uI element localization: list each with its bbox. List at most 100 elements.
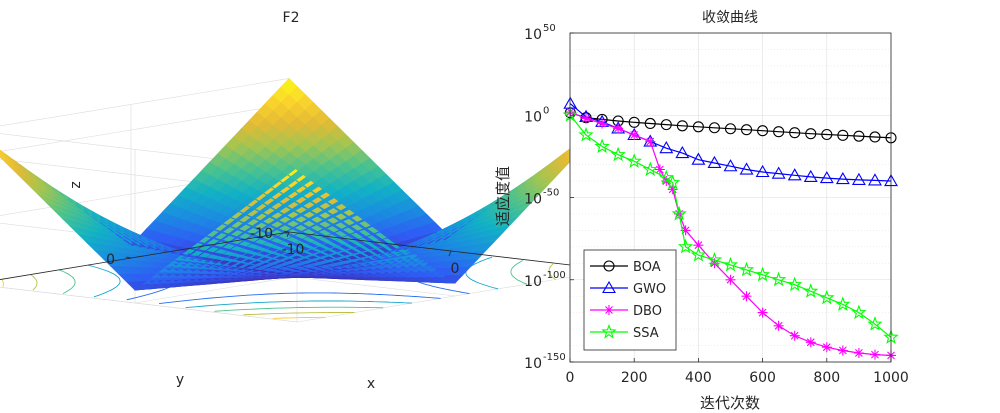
data-point (707, 155, 722, 169)
data-point (603, 260, 615, 272)
y-tick-exponent: 0 (543, 105, 549, 116)
data-point (819, 170, 834, 184)
y-tick-label: 10 (524, 27, 542, 43)
convergence-xlabel: 迭代次数 (700, 394, 760, 412)
data-point (601, 323, 617, 339)
series-lines (562, 96, 899, 361)
y-tick-label: -10 (250, 226, 273, 242)
contour-line (30, 274, 38, 291)
contour-line (243, 312, 355, 316)
legend-item-boa: BOA (590, 260, 661, 275)
data-point (613, 123, 624, 134)
data-point (739, 162, 754, 175)
data-point (773, 126, 785, 138)
data-point (680, 225, 691, 236)
data-point (626, 153, 642, 168)
data-point (664, 174, 681, 190)
surface-ylabel: y (176, 372, 184, 388)
legend-item-dbo: DBO (590, 304, 662, 319)
data-point (851, 304, 867, 320)
data-point (581, 113, 591, 124)
data-point (690, 247, 707, 262)
legend-item-gwo: GWO (590, 280, 666, 297)
contour-line (1, 279, 4, 287)
y-tick-exponent: -50 (543, 188, 559, 199)
data-point (770, 271, 787, 287)
data-point (771, 166, 786, 179)
data-point (692, 121, 704, 133)
contour-line (510, 260, 527, 285)
data-point (869, 131, 881, 143)
data-point (654, 164, 665, 175)
data-point (867, 316, 883, 331)
contour-line (185, 300, 412, 309)
x-tick-mark (286, 231, 290, 238)
box-gridline (0, 78, 290, 127)
data-point (604, 305, 614, 315)
contour-line (59, 269, 76, 294)
surface-mesh (0, 77, 614, 291)
y-tick-label: 10 (524, 192, 542, 208)
data-point (693, 240, 704, 251)
grid-lines (569, 32, 892, 363)
contour-line (214, 306, 384, 312)
data-point (835, 296, 851, 312)
y-tick-mark (125, 256, 132, 259)
data-point (819, 289, 835, 305)
data-point (821, 128, 833, 141)
data-point (740, 124, 753, 136)
data-point (691, 152, 706, 165)
series-dbo (565, 107, 896, 361)
legend: BOA GWO DBO SSA (583, 249, 677, 351)
convergence-ylabel: 适应度值 (494, 166, 512, 226)
surface-title: F2 (283, 10, 300, 26)
legend-box (583, 249, 677, 351)
data-point (773, 320, 784, 331)
data-point (597, 118, 608, 129)
data-point (741, 291, 752, 302)
data-point (853, 348, 864, 358)
surface-zlabel: z (68, 181, 84, 188)
data-point (578, 126, 594, 142)
surface-xlabel: x (367, 376, 375, 392)
x-tick-mark (448, 250, 452, 257)
data-point (676, 120, 688, 132)
y-tick-exponent: -150 (543, 352, 566, 363)
y-tick-exponent: 50 (543, 23, 556, 34)
data-point (675, 145, 690, 159)
data-point (803, 169, 818, 182)
x-tick-label: -10 (282, 242, 305, 258)
data-point (851, 172, 866, 185)
data-point (837, 129, 849, 141)
data-point (724, 123, 737, 135)
data-point (628, 116, 640, 128)
data-point (645, 136, 656, 147)
data-point (722, 256, 739, 272)
data-point (786, 276, 803, 292)
data-point (667, 184, 678, 195)
y-tick-label: 0 (106, 252, 115, 268)
y-tick-label: 10 (524, 109, 542, 125)
legend-label: BOA (633, 260, 661, 275)
contour-line (87, 264, 121, 298)
x-tick-label: 0 (566, 370, 575, 386)
data-point (629, 130, 640, 140)
data-point (671, 205, 687, 221)
y-tick-label: 10 (524, 356, 542, 372)
data-point (805, 337, 816, 348)
x-tick-label: 800 (813, 370, 840, 386)
data-point (835, 171, 850, 185)
data-point (602, 280, 616, 294)
data-point (594, 138, 610, 154)
legend-item-ssa: SSA (590, 323, 659, 341)
box-gridline (0, 286, 298, 323)
y-tick-label: 10 (524, 274, 542, 290)
convergence-title: 收敛曲线 (702, 10, 758, 26)
legend-label: GWO (633, 282, 666, 297)
data-point (659, 141, 674, 154)
data-point (754, 266, 771, 282)
